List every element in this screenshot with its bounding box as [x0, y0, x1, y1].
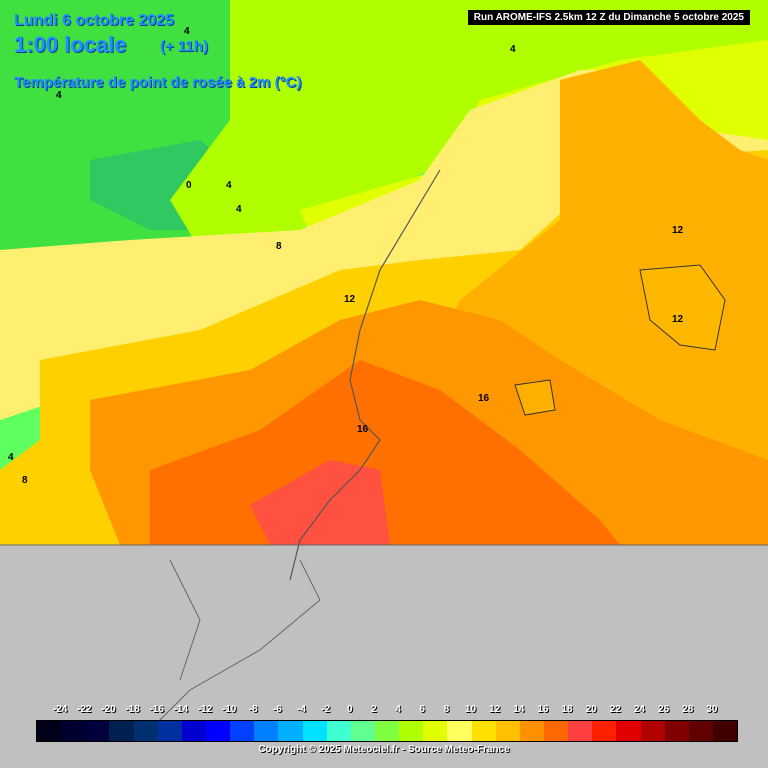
- legend-swatch: [157, 721, 182, 741]
- legend-tick-label: 24: [633, 704, 645, 715]
- legend-tick-label: -16: [149, 704, 164, 715]
- legend-tick-label: 6: [419, 704, 425, 715]
- contour-label: 4: [184, 26, 190, 37]
- contour-label: 16: [357, 424, 369, 435]
- legend-swatch: [109, 721, 134, 741]
- legend-swatch: [447, 721, 472, 741]
- legend-swatch: [640, 721, 665, 741]
- legend-swatch: [302, 721, 327, 741]
- legend-tick-label: 26: [658, 704, 670, 715]
- legend-tick-label: -18: [125, 704, 140, 715]
- legend-swatch: [423, 721, 448, 741]
- legend-tick-label: 18: [561, 704, 573, 715]
- forecast-hour: 1:00 locale: [14, 32, 127, 57]
- run-info: Run AROME-IFS 2.5km 12 Z du Dimanche 5 o…: [467, 10, 750, 25]
- lead-time: (+ 11h): [160, 38, 208, 55]
- legend-tick-label: 0: [347, 704, 353, 715]
- legend-swatch: [592, 721, 617, 741]
- legend-swatch: [688, 721, 713, 741]
- legend-swatch: [61, 721, 86, 741]
- contour-label: 12: [672, 314, 684, 325]
- legend-tick-label: -20: [101, 704, 116, 715]
- legend-tick-label: -4: [297, 704, 306, 715]
- legend-swatch: [37, 721, 62, 741]
- legend-tick-label: -22: [77, 704, 92, 715]
- legend-tick-label: 30: [706, 704, 718, 715]
- contour-label: 8: [276, 241, 282, 252]
- legend-swatch: [471, 721, 496, 741]
- legend-swatch: [399, 721, 424, 741]
- color-legend: -24 -22 -20 -18 -16 -14 -12 -10 -8 -6 -4 -2 0 2 4 6 8 10 1…: [36, 704, 738, 744]
- legend-tick-label: 14: [513, 704, 525, 715]
- contour-label: 4: [510, 44, 516, 55]
- legend-swatch: [568, 721, 593, 741]
- legend-tick-label: 2: [371, 704, 377, 715]
- contour-label: 0: [186, 180, 192, 191]
- parameter-title: Température de point de rosée à 2m (°C): [14, 74, 302, 91]
- legend-swatch: [712, 721, 738, 741]
- legend-tick-label: 8: [443, 704, 450, 715]
- legend-swatch: [543, 721, 569, 741]
- legend-swatch: [205, 721, 231, 741]
- legend-tick-label: -2: [321, 704, 331, 715]
- contour-label: 4: [226, 180, 232, 191]
- legend-swatch: [278, 721, 303, 741]
- contour-label: 16: [478, 393, 490, 404]
- legend-tick-label: 28: [682, 704, 694, 715]
- forecast-date: Lundi 6 octobre 2025: [14, 12, 175, 29]
- legend-tick-label: -10: [221, 704, 237, 715]
- legend-swatch: [519, 721, 544, 741]
- legend-tick-label: -24: [52, 704, 68, 715]
- contour-label: 4: [236, 204, 242, 215]
- legend-swatch: [616, 721, 641, 741]
- contour-label: 8: [22, 475, 28, 486]
- legend-swatch: [133, 721, 158, 741]
- legend-swatch: [495, 721, 520, 741]
- legend-tick-label: 12: [489, 704, 501, 715]
- legend-swatch: [664, 721, 689, 741]
- legend-tick-label: -8: [248, 704, 258, 715]
- legend-tick-label: -12: [197, 704, 213, 715]
- contour-label: 4: [56, 90, 62, 101]
- legend-swatch: [181, 721, 206, 741]
- legend-swatch: [85, 721, 110, 741]
- legend-tick-label: 22: [609, 704, 621, 715]
- copyright: Copyright © 2025 Meteociel.fr - Source M…: [258, 744, 510, 755]
- legend-color-bar: [36, 720, 738, 742]
- legend-swatch: [326, 721, 351, 741]
- contour-label: 12: [344, 294, 356, 305]
- legend-tick-label: -14: [173, 704, 189, 715]
- legend-swatch: [254, 721, 279, 741]
- legend-tick-label: 4: [395, 704, 401, 715]
- legend-swatch: [230, 721, 255, 741]
- legend-tick-label: 16: [537, 704, 549, 715]
- legend-tick-label: 10: [464, 704, 477, 715]
- legend-tick-label: 20: [585, 704, 597, 715]
- contour-label: 12: [672, 225, 684, 236]
- contour-label: 4: [8, 452, 14, 463]
- legend-tick-label: -6: [272, 704, 282, 715]
- legend-swatch: [374, 721, 400, 741]
- legend-swatch: [350, 721, 375, 741]
